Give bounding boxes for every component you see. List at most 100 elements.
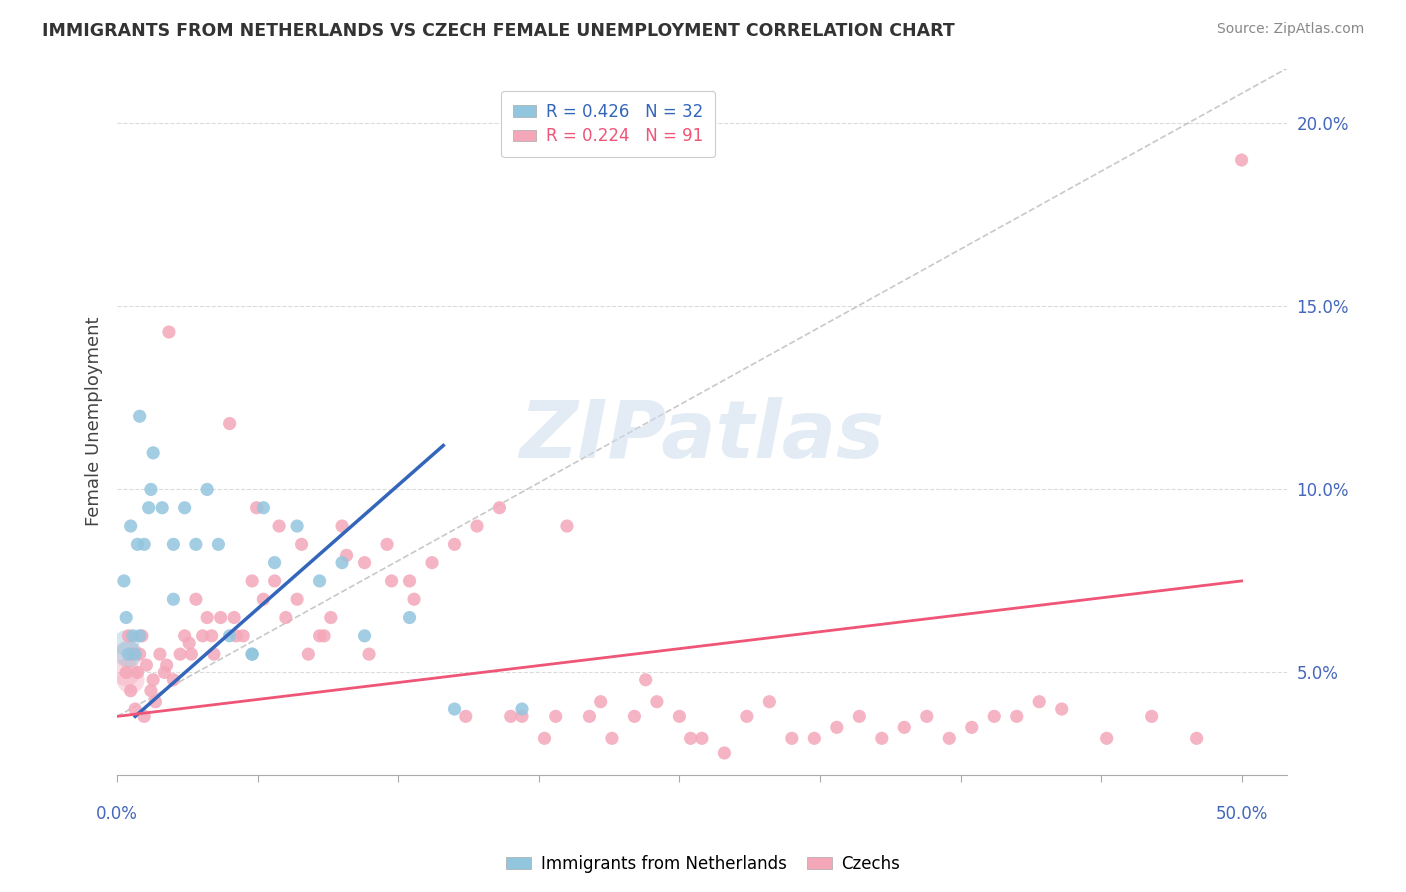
Point (142, 673, 165, 687)
Point (600, 731, 623, 746)
Point (269, 519, 291, 533)
Point (195, 483, 218, 497)
Y-axis label: Female Unemployment: Female Unemployment (86, 317, 103, 526)
Point (117, 647, 139, 661)
Text: 50.0%: 50.0% (1215, 805, 1268, 823)
Point (398, 574, 420, 588)
Point (122, 647, 145, 661)
Point (128, 647, 150, 661)
Point (149, 647, 172, 661)
Point (402, 592, 425, 607)
Point (225, 629, 247, 643)
Point (380, 574, 402, 588)
Legend: R = 0.426   N = 32, R = 0.224   N = 91: R = 0.426 N = 32, R = 0.224 N = 91 (502, 91, 716, 157)
Point (117, 647, 139, 661)
Point (308, 574, 330, 588)
Point (735, 709, 758, 723)
Point (780, 731, 803, 746)
Point (124, 702, 146, 716)
Point (135, 658, 157, 673)
Point (162, 537, 184, 551)
Point (169, 647, 191, 661)
Point (115, 665, 138, 680)
Point (443, 702, 465, 716)
Point (209, 610, 232, 624)
Point (128, 629, 150, 643)
Point (335, 549, 357, 563)
Point (690, 731, 713, 746)
Point (825, 720, 848, 734)
Point (179, 636, 201, 650)
Point (120, 683, 142, 698)
Point (156, 658, 179, 673)
Point (115, 636, 138, 650)
Point (1230, 153, 1253, 167)
Point (713, 746, 735, 760)
Point (150, 500, 173, 515)
Point (201, 629, 224, 643)
Point (115, 610, 138, 624)
Point (533, 731, 555, 746)
Point (195, 610, 218, 624)
Point (291, 537, 314, 551)
Point (117, 629, 139, 643)
Point (353, 629, 375, 643)
Point (285, 519, 308, 533)
Point (224, 610, 246, 624)
Point (938, 731, 960, 746)
Point (128, 409, 150, 424)
Point (357, 647, 380, 661)
Point (173, 500, 195, 515)
Point (353, 556, 375, 570)
Point (232, 629, 254, 643)
Point (134, 537, 156, 551)
Point (120, 673, 142, 687)
Point (218, 629, 240, 643)
Point (252, 592, 274, 607)
Point (127, 665, 149, 680)
Point (915, 709, 938, 723)
Point (443, 537, 465, 551)
Point (319, 610, 342, 624)
Point (153, 665, 176, 680)
Point (252, 500, 274, 515)
Point (578, 709, 600, 723)
Point (285, 592, 308, 607)
Point (191, 629, 214, 643)
Point (960, 720, 983, 734)
Point (893, 720, 915, 734)
Point (544, 709, 567, 723)
Point (117, 647, 139, 661)
Text: ZIPatlas: ZIPatlas (519, 397, 884, 475)
Point (112, 574, 135, 588)
Text: IMMIGRANTS FROM NETHERLANDS VS CZECH FEMALE UNEMPLOYMENT CORRELATION CHART: IMMIGRANTS FROM NETHERLANDS VS CZECH FEM… (42, 22, 955, 40)
Point (510, 702, 533, 716)
Point (184, 592, 207, 607)
Point (803, 731, 825, 746)
Point (120, 519, 142, 533)
Point (314, 629, 336, 643)
Point (679, 731, 702, 746)
Point (134, 709, 156, 723)
Point (240, 574, 263, 588)
Point (131, 629, 153, 643)
Point (758, 695, 780, 709)
Point (162, 592, 184, 607)
Point (375, 537, 398, 551)
Point (589, 695, 612, 709)
Point (499, 709, 522, 723)
Point (420, 556, 443, 570)
Point (207, 537, 229, 551)
Point (127, 537, 149, 551)
Point (330, 556, 353, 570)
Point (1095, 731, 1118, 746)
Point (263, 574, 285, 588)
Point (634, 673, 657, 687)
Legend: Immigrants from Netherlands, Czechs: Immigrants from Netherlands, Czechs (499, 848, 907, 880)
Point (162, 673, 184, 687)
Point (623, 709, 645, 723)
Point (145, 695, 167, 709)
Point (454, 709, 477, 723)
Point (983, 709, 1005, 723)
Point (240, 647, 263, 661)
